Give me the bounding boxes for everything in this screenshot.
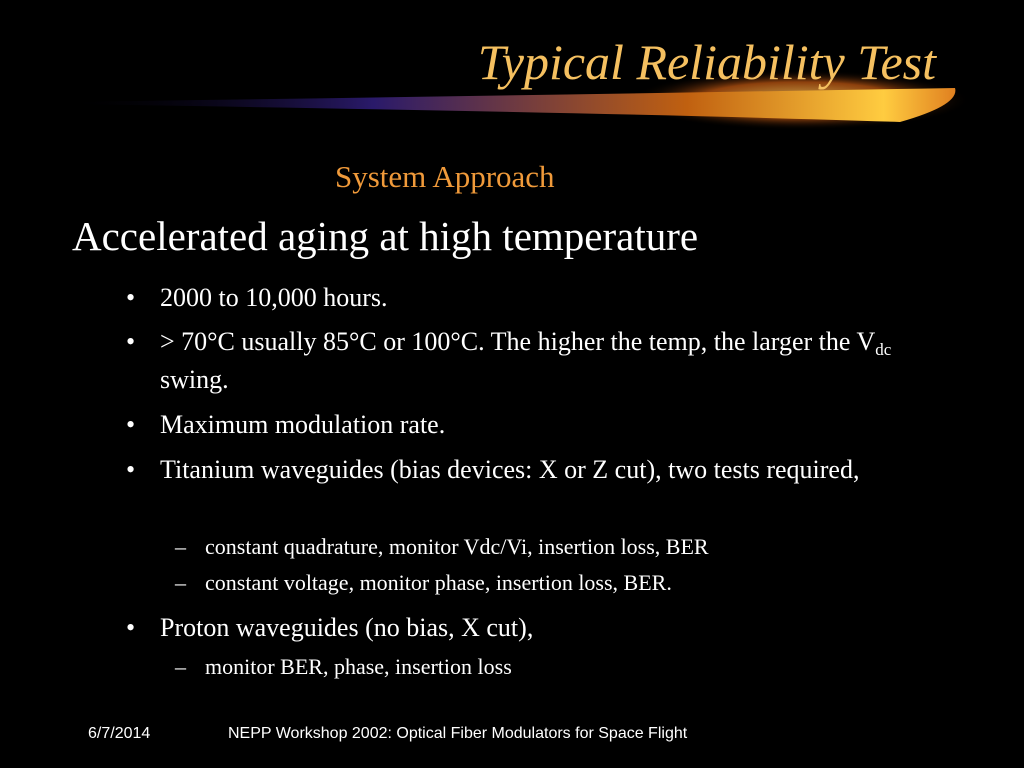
title-swoosh [60,70,970,130]
sub-bullet: constant voltage, monitor phase, inserti… [175,568,672,598]
bullet-text: 2000 to 10,000 hours. [160,283,388,312]
footer-text: NEPP Workshop 2002: Optical Fiber Modula… [228,725,688,742]
bullet-text: Titanium waveguides (bias devices: X or … [160,455,860,484]
title: Typical Reliability Test [477,34,936,90]
sub-bullet: monitor BER, phase, insertion loss [175,652,512,682]
bullet-item: 2000 to 10,000 hours. [126,279,950,317]
bullet-text: swing. [160,365,229,394]
subtitle: System Approach [335,159,555,194]
bullet-item: Titanium waveguides (bias devices: X or … [126,451,950,489]
bullet-item: Maximum modulation rate. [126,406,950,444]
sub-bullet: constant quadrature, monitor Vdc/Vi, ins… [175,532,709,562]
bullet-text: > 70°C usually 85°C or 100°C. The higher… [160,327,876,356]
bullet-item: Proton waveguides (no bias, X cut), [126,609,950,647]
bullet-item: > 70°C usually 85°C or 100°C. The higher… [126,323,950,399]
subscript: dc [875,340,892,359]
bullet-text: Maximum modulation rate. [160,410,446,439]
footer-date: 6/7/2014 [88,725,151,742]
bullet-text: Proton waveguides (no bias, X cut), [160,613,534,642]
heading: Accelerated aging at high temperature [72,213,699,259]
